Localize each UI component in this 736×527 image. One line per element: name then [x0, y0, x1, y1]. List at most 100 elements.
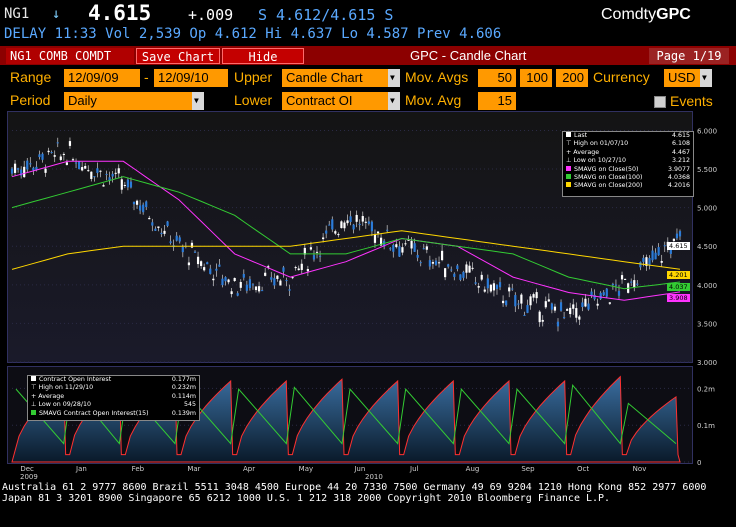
- price-legend: Last 4.615 ⊤ High on 01/07/10 6.108 + Average 4…: [562, 131, 694, 197]
- period-select[interactable]: Daily: [64, 92, 192, 110]
- upper-select[interactable]: Candle Chart: [282, 69, 388, 87]
- candle-body: [267, 266, 270, 268]
- lower-dropdown-icon[interactable]: [388, 92, 400, 110]
- candle-body: [678, 231, 682, 237]
- ma-line-2: [11, 176, 681, 290]
- candle-body: [392, 244, 395, 252]
- price-y-tick: 3.500: [697, 320, 717, 328]
- candle-body: [590, 291, 593, 296]
- candle-body: [20, 169, 23, 176]
- candle-body: [468, 265, 471, 273]
- price-legend-row: ⊤ High on 01/07/10 6.108: [563, 140, 693, 148]
- candle-body: [645, 257, 648, 266]
- candle-body: [242, 274, 245, 278]
- candle-body: [459, 274, 462, 280]
- candle-body: [569, 307, 572, 315]
- candle-body: [672, 238, 675, 241]
- period-dropdown-icon[interactable]: [192, 92, 204, 110]
- candle-body: [17, 168, 20, 170]
- candle-body: [620, 275, 624, 280]
- candle-body: [96, 168, 99, 173]
- upper-dropdown-icon[interactable]: [388, 69, 400, 87]
- white-square-icon: [566, 132, 571, 137]
- candle-body: [535, 292, 538, 299]
- candle-body: [520, 294, 523, 304]
- candle-body: [651, 250, 654, 261]
- magenta-square-icon: [566, 165, 571, 171]
- candle-body: [148, 217, 151, 220]
- mov-avg-1-field[interactable]: 50: [478, 69, 516, 87]
- oi-legend-label: Contract Open Interest: [31, 376, 111, 384]
- candle-body: [129, 181, 133, 188]
- mov-avg-2-field[interactable]: 100: [520, 69, 552, 87]
- candle-body: [401, 247, 404, 253]
- function-brand: ComdtyGPC: [601, 6, 691, 24]
- candle-body: [157, 226, 160, 228]
- currency-select[interactable]: USD: [664, 69, 700, 87]
- events-checkbox[interactable]: [654, 96, 666, 108]
- candle-body: [462, 271, 465, 278]
- range-from-field[interactable]: 12/09/09: [64, 69, 140, 87]
- x-month-label: Jan: [75, 465, 87, 473]
- price-legend-label: + Average: [566, 148, 600, 156]
- candle-body: [135, 200, 139, 205]
- footer-line-1: Australia 61 2 9777 8600 Brazil 5511 304…: [2, 482, 707, 493]
- x-month-label: Jun: [353, 465, 365, 473]
- mov-avg-field[interactable]: 15: [478, 92, 516, 110]
- price-y-tick: 3.000: [697, 359, 717, 367]
- candle-body: [617, 290, 621, 296]
- candle-body: [611, 283, 614, 285]
- oi-y-tick: 0.2m: [697, 385, 715, 393]
- candle-body: [102, 185, 105, 187]
- candle-body: [114, 172, 117, 174]
- quote-detail-line: DELAY 11:33 Vol 2,539 Op 4.612 Hi 4.637 …: [4, 26, 502, 42]
- candle-body: [312, 255, 316, 260]
- price-y-tick: 6.000: [697, 127, 717, 135]
- candle-body: [559, 302, 563, 311]
- candle-body: [239, 281, 242, 288]
- candle-body: [544, 301, 547, 308]
- save-chart-button[interactable]: Save Chart: [136, 48, 220, 64]
- mov-avg-label: Mov. Avg: [405, 92, 462, 108]
- x-month-label: Mar: [187, 465, 200, 473]
- x-month-label: Oct: [577, 465, 589, 473]
- candle-body: [404, 243, 407, 245]
- candle-body: [498, 282, 502, 288]
- mov-avg-3-field[interactable]: 200: [556, 69, 588, 87]
- lower-select[interactable]: Contract OI: [282, 92, 388, 110]
- candle-body: [218, 264, 221, 267]
- price-y-tick: 4.000: [697, 282, 717, 290]
- price-legend-row: SMAVG on Close(50) 3.9077: [563, 165, 693, 174]
- currency-dropdown-icon[interactable]: [700, 69, 712, 87]
- candle-body: [306, 269, 309, 272]
- low-icon-icon: ⊥: [31, 401, 37, 409]
- candle-body: [437, 262, 441, 264]
- page-indicator[interactable]: Page 1/19: [649, 48, 729, 64]
- candle-body: [209, 268, 212, 274]
- candle-body: [175, 235, 178, 241]
- candle-body: [23, 166, 26, 178]
- candle-body: [87, 170, 90, 172]
- price-legend-value: 3.9077: [667, 165, 690, 173]
- candle-body: [248, 279, 252, 289]
- oi-legend-value: 0.177m: [171, 376, 196, 383]
- oi-legend-label: + Average: [31, 392, 65, 400]
- candle-body: [584, 298, 587, 307]
- security-label[interactable]: NG1 COMB COMDT: [6, 48, 134, 64]
- hide-button[interactable]: Hide: [222, 48, 304, 64]
- candle-body: [273, 278, 276, 286]
- price-y-tick: 4.500: [697, 243, 717, 251]
- candle-body: [456, 265, 459, 270]
- candle-body: [245, 284, 248, 291]
- candle-body: [663, 245, 666, 247]
- mov-avgs-label: Mov. Avgs: [405, 69, 469, 85]
- x-month-label: Nov: [633, 465, 647, 473]
- candle-body: [639, 262, 642, 268]
- candle-body: [169, 241, 172, 243]
- bid-ask: S 4.612/4.615 S: [258, 6, 394, 24]
- range-to-field[interactable]: 12/09/10: [154, 69, 228, 87]
- candle-body: [398, 246, 401, 257]
- events-label[interactable]: Events: [670, 93, 713, 109]
- range-label: Range: [10, 69, 52, 85]
